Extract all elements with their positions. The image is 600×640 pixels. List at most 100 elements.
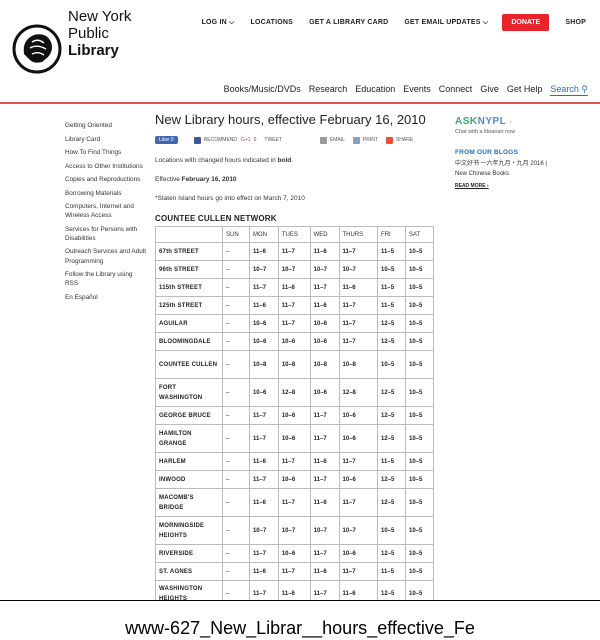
right-rail: ASKNYPL › Chat with a librarian now FROM… [455,116,555,189]
hours-cell: 11–6 [277,278,311,297]
library-name-cell: MORNINGSIDE HEIGHTS [155,516,223,545]
hours-cell: 11–7 [277,314,311,333]
google-plus-icon: G+1 [241,137,251,143]
hours-cell: 10–5 [404,406,435,425]
hours-cell: 10–6 [248,378,279,407]
shop-link[interactable]: SHOP [565,19,586,26]
nav-events[interactable]: Events [403,84,431,94]
lion-logo-icon[interactable] [12,24,62,74]
hours-cell: – [222,378,250,407]
blog-post-link[interactable]: 中文好书 一六年九月・九月 2016 | New Chinese Books [455,161,547,177]
column-header-sun: SUN [222,226,250,243]
hours-cell: 11–7 [309,424,340,453]
hours-cell: 11–6 [309,562,340,581]
locations-link[interactable]: LOCATIONS [250,19,294,26]
hours-cell: – [222,406,250,425]
hours-cell: 10–6 [277,424,311,453]
email-button[interactable]: EMAIL [319,136,345,144]
sidebar: Getting Oriented Library Card How To Fin… [65,121,147,306]
sidebar-item-disabilities[interactable]: Services for Persons with Disabilities [65,225,138,242]
hours-cell: 10–5 [404,314,435,333]
sidebar-item-rss[interactable]: Follow the Library using RSS [65,271,133,288]
read-more-link[interactable]: READ MORE › [455,183,489,189]
hours-cell: 11–7 [338,332,379,351]
column-header-sat: SAT [404,226,435,243]
nav-connect[interactable]: Connect [438,84,473,94]
nav-books-music-dvds[interactable]: Books/Music/DVDs [223,84,301,94]
sidebar-item-computers[interactable]: Computers, Internet and Wireless Access [65,203,134,220]
hours-cell: 10–5 [404,488,435,517]
wordmark-line-3: Library [68,42,119,59]
hours-cell: 10–7 [309,260,340,279]
hours-cell: 10–5 [404,516,435,545]
facebook-like-button[interactable]: Like 0 [155,136,178,144]
library-name-cell: HARLEM [155,452,223,471]
hours-cell: 11–7 [277,296,311,315]
social-share-bar: Like 0 RECOMMEND G+1 0 TWEET EMAIL PRINT… [155,135,440,145]
table-row: HARLEM –11–6 11–7 11–6 11–7 11–5 10–5 [155,452,435,471]
sidebar-item-find-things[interactable]: How To Find Things [65,149,122,156]
print-icon [352,136,360,144]
login-link[interactable]: LOG IN ⌵ [201,18,235,26]
library-name-cell: 67th STREET [155,242,223,261]
page-title: New Library hours, effective February 16… [155,112,426,127]
library-name-cell: INWOOD [155,470,223,489]
wordmark-line-1: New York [68,8,132,25]
table-row: AGUILAR –10–6 11–7 10–6 11–7 12–5 10–5 [155,314,435,333]
library-name-cell: BLOOMINGDALE [155,332,223,351]
table-row: BLOOMINGDALE –10–6 10–6 10–6 11–7 12–5 10–5 [155,332,435,351]
sidebar-item-borrowing[interactable]: Borrowing Materials [65,189,122,197]
sidebar-item-getting-oriented[interactable]: Getting Oriented [65,122,112,129]
donate-button[interactable]: DONATE [502,14,550,31]
column-header-tues: TUES [277,226,311,243]
hours-cell: 11–7 [309,406,340,425]
search-button[interactable]: Search ⚲ [550,84,588,96]
hours-cell: 10–8 [248,350,279,379]
sidebar-item-copies[interactable]: Copies and Reproductions [65,176,141,183]
hours-cell: 11–7 [338,488,379,517]
library-name-cell: HAMILTON GRANGE [155,424,223,453]
hours-cell: 10–5 [404,260,435,279]
sidebar-item-espanol[interactable]: En Español [65,293,98,301]
nav-give[interactable]: Give [480,84,499,94]
ask-nypl-link[interactable]: ASKNYPL › [455,116,513,127]
sidebar-item-other-institutions[interactable]: Access to Other Institutions [65,162,143,170]
email-updates-link[interactable]: GET EMAIL UPDATES ⌵ [404,18,489,26]
nav-get-help[interactable]: Get Help [506,84,543,94]
hours-cell: 10–8 [309,350,340,379]
hours-cell: 11–6 [309,488,340,517]
table-row: FORT WASHINGTON –10–6 12–8 10–6 12–8 12–5 10–5 [155,378,435,407]
email-icon [319,136,327,144]
hours-cell: 11–7 [248,406,279,425]
hours-cell: 10–6 [338,544,379,563]
nav-education[interactable]: Education [355,84,396,94]
hours-cell: 10–7 [277,516,311,545]
hours-cell: 11–7 [277,488,311,517]
hours-cell: 12–5 [377,424,406,453]
changed-hours-note: Locations with changed hours indicated i… [155,157,294,164]
table-row: 96th STREET –10–7 10–7 10–7 10–7 10–5 10–5 [155,260,435,279]
hours-cell: 10–7 [248,260,279,279]
hours-cell: – [222,488,250,517]
library-name-cell: ST. AGNES [155,562,223,581]
table-row: RIVERSIDE –11–7 10–6 11–7 10–6 12–5 10–5 [155,544,435,563]
tweet-button[interactable]: TWEET [264,137,282,143]
library-card-link[interactable]: GET A LIBRARY CARD [309,19,389,26]
sidebar-item-library-card[interactable]: Library Card [65,135,101,143]
hours-cell: 10–5 [404,350,435,379]
hours-cell: 12–5 [377,544,406,563]
hours-cell: 10–6 [277,544,311,563]
share-button[interactable]: SHARE [385,136,413,144]
library-wordmark[interactable]: New York Public Library [68,8,131,59]
hours-cell: 11–7 [338,296,379,315]
site-header: New York Public Library LOG IN ⌵ LOCATIO… [0,0,600,104]
hours-cell: 10–5 [404,562,435,581]
hours-cell: 10–6 [309,314,340,333]
nav-research[interactable]: Research [308,84,348,94]
print-button[interactable]: PRINT [352,136,378,144]
table-row: INWOOD –11–7 10–6 11–7 10–6 12–5 10–5 [155,470,435,489]
hours-cell: 10–6 [338,406,379,425]
sidebar-item-outreach[interactable]: Outreach Services and Adult Programming [65,248,146,265]
recommend-button[interactable]: RECOMMEND G+1 0 [193,136,256,144]
table-row: COUNTEE CULLEN –10–8 10–8 10–8 10–8 10–5 10–5 [155,350,435,379]
